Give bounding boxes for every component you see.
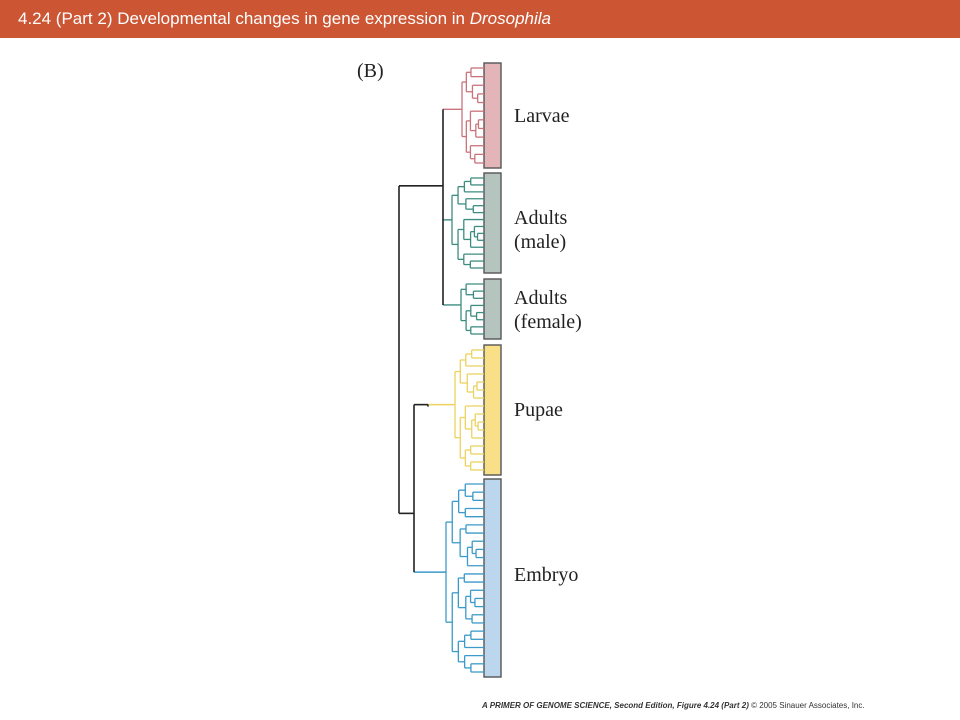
- label-adults-female-line1: Adults: [514, 287, 568, 309]
- label-adults-male: Adults (male): [514, 206, 567, 254]
- label-adults-female-line2: (female): [514, 311, 582, 333]
- cluster-tree-larvae: [443, 67, 484, 164]
- cluster-tree-adults_male: [443, 177, 484, 269]
- cluster-trees: [414, 67, 484, 673]
- group-bars: [483, 62, 502, 678]
- group-bar-adults_male: [483, 172, 502, 274]
- cluster-tree-adults_female: [443, 283, 484, 335]
- figure-credit-book: A PRIMER OF GENOME SCIENCE, Second Editi…: [482, 701, 749, 710]
- label-adults-female: Adults (female): [514, 286, 582, 334]
- root-tree: [398, 109, 444, 573]
- figure-credit-copyright: © 2005 Sinauer Associates, Inc.: [748, 701, 865, 710]
- slide-title: 4.24 (Part 2) Developmental changes in g…: [0, 0, 960, 38]
- slide-title-text: 4.24 (Part 2) Developmental changes in g…: [18, 9, 470, 28]
- label-adults-male-line1: Adults: [514, 207, 568, 229]
- label-adults-male-line2: (male): [514, 231, 567, 253]
- group-bar-pupae: [483, 344, 502, 476]
- cluster-tree-embryo: [414, 483, 484, 673]
- label-embryo: Embryo: [514, 563, 578, 587]
- group-bar-larvae: [483, 62, 502, 169]
- slide-title-italic: Drosophila: [469, 9, 551, 28]
- label-embryo-line1: Embryo: [514, 564, 579, 586]
- label-pupae: Pupae: [514, 398, 563, 422]
- label-larvae-line1: Larvae: [514, 105, 570, 127]
- group-bar-embryo: [483, 478, 502, 678]
- cluster-tree-pupae: [428, 349, 484, 471]
- panel-label: (B): [357, 60, 384, 82]
- label-pupae-line1: Pupae: [514, 399, 563, 421]
- figure-credit: A PRIMER OF GENOME SCIENCE, Second Editi…: [482, 701, 865, 710]
- label-larvae: Larvae: [514, 104, 570, 128]
- group-bar-adults_female: [483, 278, 502, 340]
